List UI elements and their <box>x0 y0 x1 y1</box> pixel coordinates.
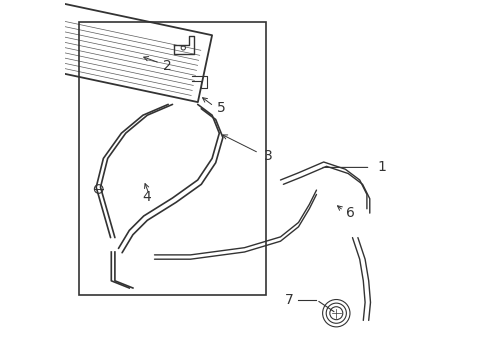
Text: 2: 2 <box>163 59 172 72</box>
Text: 4: 4 <box>142 190 151 204</box>
Text: 1: 1 <box>377 161 386 174</box>
Text: 6: 6 <box>346 206 354 220</box>
Text: 3: 3 <box>264 149 272 162</box>
Text: 7: 7 <box>284 293 293 307</box>
Text: 5: 5 <box>216 102 225 115</box>
Bar <box>79 22 265 295</box>
